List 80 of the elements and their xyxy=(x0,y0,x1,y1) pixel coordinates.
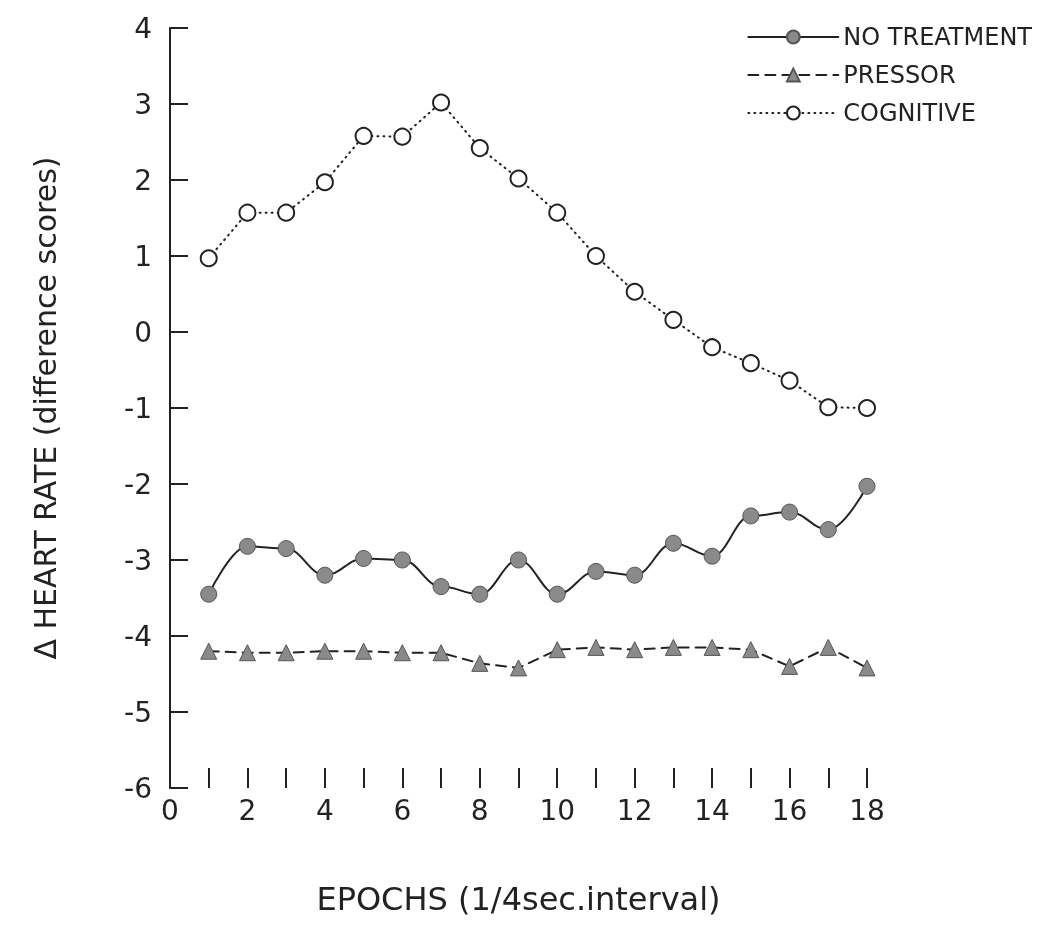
point xyxy=(200,585,218,603)
point xyxy=(509,169,528,188)
point xyxy=(510,551,527,569)
point xyxy=(510,659,527,677)
point xyxy=(393,127,412,146)
y-tick-label: -4 xyxy=(124,619,152,653)
x-tick-label: 6 xyxy=(393,793,412,827)
point xyxy=(471,585,489,603)
x-tick-label: 14 xyxy=(694,793,730,827)
point xyxy=(587,638,605,656)
y-tick-label: -5 xyxy=(124,695,152,729)
point xyxy=(393,551,411,569)
y-tick-label: 3 xyxy=(134,87,152,121)
point xyxy=(548,641,566,659)
point xyxy=(316,642,334,660)
point xyxy=(470,139,489,158)
x-tick-label: 10 xyxy=(539,793,576,827)
point xyxy=(626,566,644,584)
point xyxy=(587,562,605,580)
point xyxy=(354,126,373,145)
y-tick-label: 2 xyxy=(134,163,152,197)
point xyxy=(548,585,566,603)
point xyxy=(819,638,837,656)
point xyxy=(703,547,721,565)
y-tick-label: 1 xyxy=(134,239,152,273)
point xyxy=(238,644,256,662)
legend-label: NO TREATMENT xyxy=(843,23,1033,51)
point xyxy=(858,477,876,495)
point xyxy=(664,310,683,329)
x-axis-title: EPOCHS (1/4sec.interval) xyxy=(316,880,721,918)
x-tick-label: 12 xyxy=(616,793,653,827)
point xyxy=(238,537,256,555)
point xyxy=(277,644,295,662)
y-tick-label: -6 xyxy=(124,771,152,805)
x-tick-label: 16 xyxy=(771,793,808,827)
point xyxy=(742,507,760,525)
point xyxy=(819,398,838,417)
point xyxy=(355,642,373,660)
y-tick-label: -1 xyxy=(124,391,152,425)
point xyxy=(780,371,799,390)
point xyxy=(625,282,644,301)
y-tick-label: 4 xyxy=(134,11,152,45)
point xyxy=(703,638,721,656)
point xyxy=(586,247,605,265)
point xyxy=(819,521,837,539)
point xyxy=(315,173,334,192)
point xyxy=(781,657,799,675)
y-axis-title: Δ HEART RATE (difference scores) xyxy=(27,156,63,660)
point xyxy=(741,354,760,373)
point xyxy=(393,644,411,662)
point xyxy=(664,638,682,656)
legend-label: PRESSOR xyxy=(843,61,956,89)
legend-label: COGNITIVE xyxy=(843,99,976,127)
point xyxy=(316,566,334,584)
point xyxy=(626,641,644,659)
point xyxy=(432,578,450,596)
point xyxy=(858,659,876,677)
point xyxy=(277,540,295,558)
point xyxy=(432,93,451,112)
point xyxy=(548,203,567,222)
point xyxy=(471,654,489,672)
x-tick-label: 2 xyxy=(238,793,257,827)
x-tick-label: 18 xyxy=(849,793,885,827)
point xyxy=(858,399,876,417)
point xyxy=(781,503,799,521)
point xyxy=(742,641,760,659)
point xyxy=(238,203,257,222)
x-tick-label: 0 xyxy=(161,793,179,827)
x-tick-label: 4 xyxy=(315,793,334,827)
y-tick-label: -3 xyxy=(124,543,152,577)
x-tick-label: 8 xyxy=(470,793,489,827)
point xyxy=(200,642,218,660)
y-tick-label: -2 xyxy=(124,467,152,501)
point xyxy=(703,338,722,357)
point xyxy=(199,249,218,268)
point xyxy=(355,549,373,567)
point xyxy=(432,644,450,662)
point xyxy=(277,203,296,222)
y-tick-label: 0 xyxy=(134,315,152,349)
point xyxy=(664,534,682,552)
